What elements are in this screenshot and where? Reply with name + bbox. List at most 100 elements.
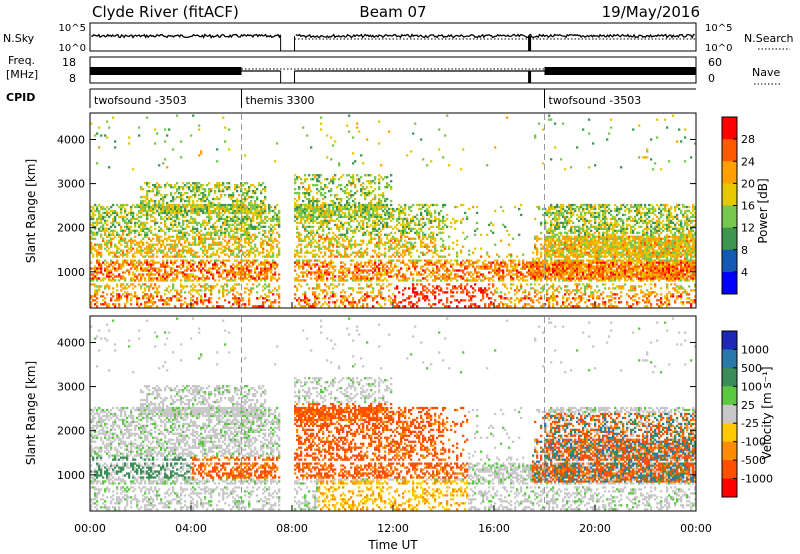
power-cell [164, 219, 167, 223]
power-cell [310, 203, 313, 207]
power-cell [170, 209, 173, 213]
power-cell [360, 213, 363, 217]
power-cell [404, 235, 407, 238]
power-cell [90, 217, 93, 221]
power-cell [380, 205, 383, 209]
power-cell [176, 245, 179, 248]
power-cell [378, 283, 381, 286]
power-cell [158, 247, 161, 250]
power-cell [256, 211, 259, 215]
power-cell [330, 249, 333, 252]
power-cell [244, 197, 247, 201]
power-cell [234, 297, 237, 300]
power-cell [358, 251, 361, 254]
power-cell [126, 261, 129, 264]
power-cell [314, 301, 317, 304]
power-cell [242, 207, 245, 211]
power-cell [336, 249, 339, 252]
power-cell [214, 189, 217, 193]
power-cell [98, 217, 101, 221]
power-cell [360, 211, 363, 215]
power-cell [336, 285, 339, 288]
power-cell [356, 205, 359, 209]
power-cell [340, 209, 343, 213]
power-cell [296, 263, 299, 266]
power-cell [128, 233, 131, 236]
power-cell [422, 269, 425, 272]
power-cell [238, 227, 241, 230]
power-cell [116, 233, 119, 236]
power-cell [222, 287, 225, 290]
power-cell [452, 247, 455, 250]
power-cell [152, 189, 155, 193]
power-cell [326, 277, 329, 280]
power-cell [316, 207, 319, 211]
power-cell [170, 186, 173, 189]
power-cell [400, 253, 403, 256]
power-cell [318, 275, 321, 278]
power-cell [242, 253, 245, 256]
power-cell [238, 193, 241, 197]
power-cell [390, 269, 393, 272]
power-cell [214, 267, 217, 270]
power-cell [230, 219, 233, 223]
power-cell [322, 221, 325, 225]
power-cell [442, 291, 445, 294]
power-cell [358, 221, 361, 225]
power-cell [242, 259, 245, 262]
power-cell [400, 223, 403, 227]
power-cell [158, 189, 161, 193]
power-cell [140, 245, 143, 248]
power-cell [94, 231, 97, 234]
power-cell [396, 287, 399, 290]
power-cell [128, 231, 131, 234]
power-cell [158, 211, 161, 215]
power-cell [396, 237, 399, 240]
power-cell [194, 237, 197, 240]
power-cell [112, 287, 115, 290]
power-cell [208, 247, 211, 250]
power-cell [240, 221, 243, 225]
power-cell [412, 217, 415, 221]
power-cell [250, 261, 253, 264]
power-cell [136, 265, 139, 268]
power-cell [424, 263, 427, 266]
power-cell [300, 271, 303, 274]
power-cell [340, 221, 343, 225]
power-cell [394, 297, 397, 300]
power-cell [356, 225, 359, 229]
power-cell [186, 275, 189, 278]
power-cell [230, 195, 233, 199]
power-cell [348, 255, 351, 258]
power-cell [404, 253, 407, 256]
power-cell [174, 203, 177, 207]
power-cell [362, 275, 365, 278]
power-cell [276, 293, 279, 296]
power-cell [346, 253, 349, 256]
power-cell [210, 231, 213, 234]
power-cell [350, 253, 353, 256]
power-cell [376, 253, 379, 256]
power-cell [394, 251, 397, 254]
power-cell [124, 305, 127, 308]
power-cell [96, 207, 99, 211]
power-cell [144, 182, 147, 185]
power-cell [112, 233, 115, 236]
power-cell [154, 221, 157, 225]
power-cell [206, 269, 209, 272]
power-cell [172, 223, 175, 227]
power-cell [346, 191, 349, 195]
power-cell [264, 259, 267, 262]
power-cell [338, 241, 341, 244]
power-cell [380, 229, 383, 232]
power-cell [348, 174, 351, 177]
power-cell [162, 195, 165, 199]
power-cell [160, 197, 163, 201]
power-cell [148, 299, 151, 302]
power-cell [130, 299, 133, 302]
power-cell [210, 235, 213, 238]
power-cell [154, 142, 157, 145]
power-cell [204, 227, 207, 230]
power-cell [94, 283, 97, 286]
power-cell [200, 199, 203, 203]
